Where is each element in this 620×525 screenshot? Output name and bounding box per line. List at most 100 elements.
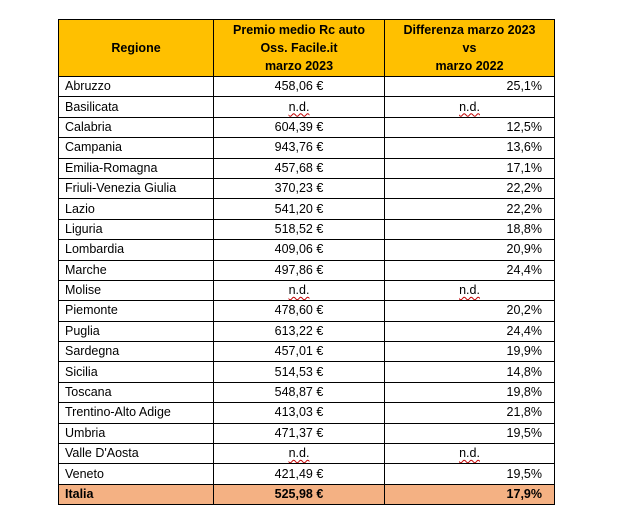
difference-cell: 19,5%	[384, 463, 555, 485]
region-cell: Molise	[58, 279, 214, 302]
region-cell: Basilicata	[58, 96, 214, 118]
difference-cell: 21,8%	[384, 402, 555, 424]
premium-cell: 514,53 €	[213, 361, 385, 383]
table-row: Veneto 421,49 €19,5%	[58, 463, 555, 485]
difference-cell: 19,5%	[384, 422, 555, 445]
not-available-text: n.d.	[459, 446, 480, 461]
region-cell: Veneto	[58, 463, 214, 485]
table-header-row: Regione Premio medio Rc auto Oss. Facile…	[58, 19, 555, 77]
region-cell: Lombardia	[58, 239, 214, 261]
premium-cell: 471,37 €	[213, 422, 385, 445]
difference-cell: 18,8%	[384, 218, 555, 241]
premium-cell: 421,49 €	[213, 463, 385, 485]
table-row: Puglia 613,22 €24,4%	[58, 320, 555, 343]
premium-cell: 497,86 €	[213, 259, 385, 281]
table-row: Toscana 548,87 €19,8%	[58, 381, 555, 404]
table-row: Campania 943,76 €13,6%	[58, 137, 555, 159]
region-cell: Campania	[58, 137, 214, 159]
table-row: Piemonte 478,60 €20,2%	[58, 300, 555, 322]
column-header-premium: Premio medio Rc auto Oss. Facile.it marz…	[213, 19, 385, 77]
table-row: Umbria 471,37 €19,5%	[58, 422, 555, 445]
not-available-text: n.d.	[288, 446, 310, 461]
region-cell: Sicilia	[58, 361, 214, 383]
column-header-premium-line3: marzo 2023	[264, 59, 334, 73]
difference-cell: 12,5%	[384, 116, 555, 139]
region-cell: Abruzzo	[58, 75, 214, 98]
column-header-difference-line1: Differenza marzo 2023	[403, 23, 536, 37]
column-header-difference: Differenza marzo 2023 vs marzo 2022	[384, 19, 555, 77]
region-cell: Friuli-Venezia Giulia	[58, 177, 214, 200]
region-cell: Marche	[58, 259, 214, 281]
difference-cell: 20,2%	[384, 300, 555, 322]
premium-cell: 457,01 €	[213, 341, 385, 363]
total-premium-cell: 525,98 €	[213, 483, 385, 506]
column-header-premium-line1: Premio medio Rc auto	[233, 23, 365, 37]
premium-cell: 613,22 €	[213, 320, 385, 343]
premium-cell: 518,52 €	[213, 218, 385, 241]
region-cell: Piemonte	[58, 300, 214, 322]
region-cell: Emilia-Romagna	[58, 157, 214, 179]
premium-cell: 478,60 €	[213, 300, 385, 322]
difference-cell: n.d.	[384, 443, 555, 465]
table-row: Sardegna 457,01 €19,9%	[58, 341, 555, 363]
difference-cell: 22,2%	[384, 177, 555, 200]
table-row: Trentino-Alto Adige 413,03 €21,8%	[58, 402, 555, 424]
region-cell: Lazio	[58, 198, 214, 220]
region-cell: Puglia	[58, 320, 214, 343]
table-row: Calabria 604,39 €12,5%	[58, 116, 555, 139]
premium-cell: 413,03 €	[213, 402, 385, 424]
region-cell: Trentino-Alto Adige	[58, 402, 214, 424]
difference-cell: 24,4%	[384, 320, 555, 343]
column-header-region-label: Regione	[111, 41, 161, 55]
difference-cell: 19,8%	[384, 381, 555, 404]
difference-cell: 19,9%	[384, 341, 555, 363]
region-cell: Calabria	[58, 116, 214, 139]
table-row: Liguria 518,52 €18,8%	[58, 218, 555, 241]
column-header-region: Regione	[58, 19, 214, 77]
rc-auto-premium-table: Regione Premio medio Rc auto Oss. Facile…	[58, 19, 555, 506]
difference-cell: n.d.	[384, 279, 555, 302]
premium-cell: n.d.	[213, 96, 385, 118]
region-cell: Liguria	[58, 218, 214, 241]
table-row: Molise n.d. n.d.	[58, 279, 555, 302]
table-row: Abruzzo 458,06 €25,1%	[58, 75, 555, 98]
difference-cell: n.d.	[384, 96, 555, 118]
table-row: Lombardia 409,06 €20,9%	[58, 239, 555, 261]
region-cell: Valle D'Aosta	[58, 443, 214, 465]
not-available-text: n.d.	[288, 283, 310, 298]
difference-cell: 20,9%	[384, 239, 555, 261]
not-available-text: n.d.	[288, 99, 310, 114]
premium-cell: 370,23 €	[213, 177, 385, 200]
total-region-cell: Italia	[58, 483, 214, 506]
not-available-text: n.d.	[459, 283, 480, 298]
table-row: Valle D'Aosta n.d. n.d.	[58, 443, 555, 465]
premium-cell: 457,68 €	[213, 157, 385, 179]
difference-cell: 22,2%	[384, 198, 555, 220]
region-cell: Toscana	[58, 381, 214, 404]
column-header-difference-line3: marzo 2022	[435, 59, 504, 73]
table-row: Lazio 541,20 €22,2%	[58, 198, 555, 220]
region-cell: Sardegna	[58, 341, 214, 363]
column-header-difference-line2: vs	[462, 41, 477, 55]
table-row: Marche 497,86 €24,4%	[58, 259, 555, 281]
difference-cell: 14,8%	[384, 361, 555, 383]
premium-cell: 604,39 €	[213, 116, 385, 139]
premium-cell: 458,06 €	[213, 75, 385, 98]
table-row: Basilicata n.d. n.d.	[58, 96, 555, 118]
premium-cell: 943,76 €	[213, 137, 385, 159]
table-row: Sicilia 514,53 €14,8%	[58, 361, 555, 383]
total-difference-cell: 17,9%	[384, 483, 555, 506]
premium-cell: 548,87 €	[213, 381, 385, 404]
table-row: Emilia-Romagna 457,68 €17,1%	[58, 157, 555, 179]
premium-cell: 409,06 €	[213, 239, 385, 261]
difference-cell: 25,1%	[384, 75, 555, 98]
premium-cell: 541,20 €	[213, 198, 385, 220]
region-cell: Umbria	[58, 422, 214, 445]
difference-cell: 17,1%	[384, 157, 555, 179]
column-header-premium-line2: Oss. Facile.it	[260, 41, 338, 55]
difference-cell: 13,6%	[384, 137, 555, 159]
total-row-italia: Italia 525,98 € 17,9%	[58, 483, 555, 506]
not-available-text: n.d.	[459, 99, 480, 114]
premium-cell: n.d.	[213, 279, 385, 302]
difference-cell: 24,4%	[384, 259, 555, 281]
